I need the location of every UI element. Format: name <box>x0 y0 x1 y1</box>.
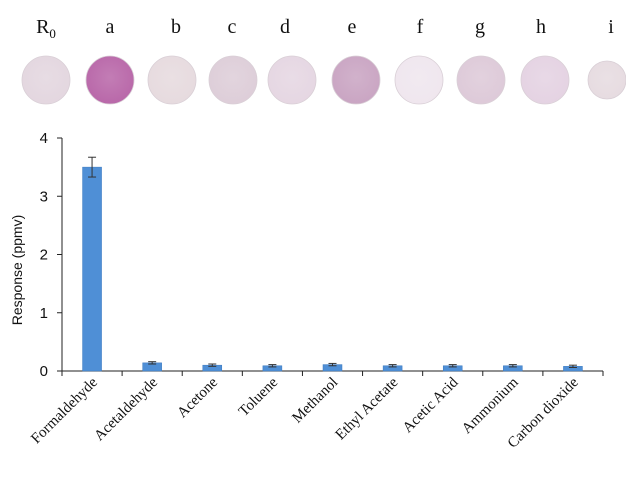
sample-row: R0 a b c d e f g h i <box>21 16 626 105</box>
sample-disc-1 <box>85 55 135 105</box>
sample-label-4: d <box>280 16 290 38</box>
sample-disc-7 <box>456 55 506 105</box>
sample-label-subscript: 0 <box>49 26 56 41</box>
sample-disc-2 <box>147 55 197 105</box>
x-tick-label: Ethyl Acetate <box>333 374 402 443</box>
error-bar <box>148 361 157 365</box>
sample-disc-9 <box>587 60 626 100</box>
error-bar <box>448 364 457 368</box>
x-tick-label: Ammonium <box>459 374 522 437</box>
y-axis-title: Response (ppmv) <box>9 215 25 326</box>
x-tick-label: Toluene <box>236 374 282 420</box>
sample-label-2: b <box>171 16 181 38</box>
y-tick-label: 0 <box>40 363 48 380</box>
error-bar <box>328 362 337 367</box>
bar-chart: Response (ppmv) 0 1 2 3 4 FormaldehydeAcetal… <box>9 130 604 452</box>
error-bar <box>88 156 97 178</box>
error-bar <box>388 364 397 368</box>
x-tick-label: Acetone <box>174 374 221 421</box>
sample-label-3: c <box>228 16 237 38</box>
sample-label-1: a <box>106 16 115 38</box>
y-tick-label: 4 <box>40 130 48 147</box>
sample-disc-8 <box>520 55 570 105</box>
sample-disc-6 <box>394 55 444 105</box>
error-bar <box>268 364 277 368</box>
error-bar <box>208 363 217 367</box>
y-axis: 0 1 2 3 4 <box>40 130 603 380</box>
sample-label-7: g <box>475 16 485 38</box>
x-tick-label: Acetaldehyde <box>91 374 161 444</box>
sample-disc-4 <box>267 55 317 105</box>
y-tick-label: 1 <box>40 305 48 322</box>
sample-label-0: R0 <box>36 16 56 41</box>
sample-disc-0 <box>21 55 71 105</box>
sample-label-8: h <box>536 16 546 38</box>
bars <box>82 156 583 372</box>
x-tick-label: Acetic Acid <box>400 374 462 436</box>
y-tick-label: 3 <box>40 188 48 205</box>
bar <box>82 166 102 372</box>
error-bar <box>508 364 517 368</box>
error-bar <box>568 364 577 369</box>
x-tick-label: Methanol <box>289 375 341 427</box>
y-tick-label: 2 <box>40 247 48 264</box>
sample-disc-3 <box>208 55 258 105</box>
sample-label-9: i <box>608 16 614 38</box>
sample-label-6: f <box>417 16 424 38</box>
sample-disc-5 <box>331 55 381 105</box>
sample-label-5: e <box>348 16 357 38</box>
x-tick-label: Formaldehyde <box>28 374 101 447</box>
